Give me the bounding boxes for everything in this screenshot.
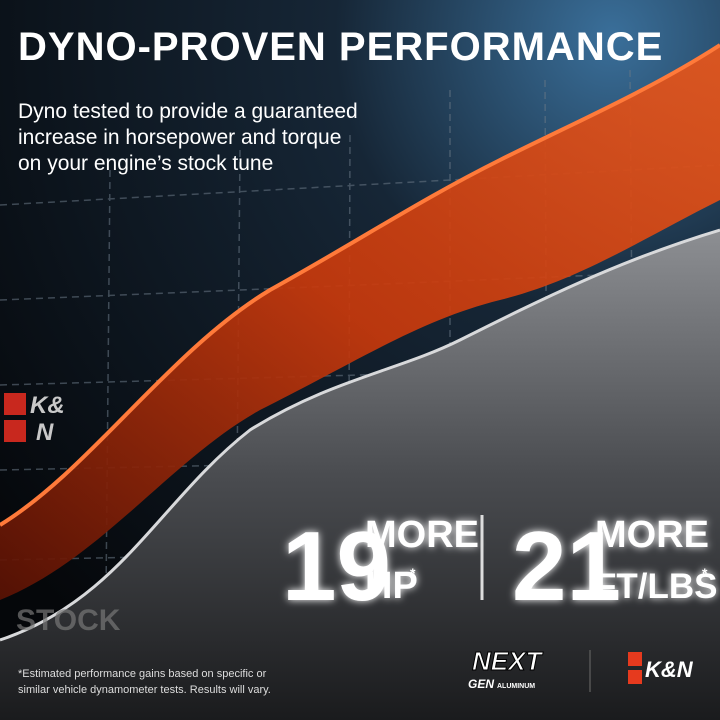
subtitle: Dyno tested to provide a guaranteed <box>18 100 358 123</box>
logo-text: N <box>36 419 54 446</box>
logo-text: K& <box>30 392 65 419</box>
stats: 19 MORE HP * 21 MORE FT/LBS * <box>282 511 717 621</box>
brand-logo: K&N <box>628 652 694 684</box>
stat-value: 21 <box>512 511 621 621</box>
logo-text: GEN <box>468 677 494 691</box>
title: DYNO-PROVEN PERFORMANCE <box>18 25 663 69</box>
stat-value: 19 <box>282 511 391 621</box>
stat-unit: HP <box>365 565 418 607</box>
side-logo: K& N <box>4 392 65 446</box>
stat-qualifier: MORE <box>365 514 479 556</box>
stock-area <box>0 230 720 720</box>
kn-curve <box>0 43 720 527</box>
logo-text: NEXT <box>472 646 543 676</box>
footnote: *Estimated performance gains based on sp… <box>18 668 267 680</box>
logo-text: K&N <box>645 657 694 682</box>
stat-qualifier: MORE <box>595 514 709 556</box>
stock-curve <box>0 228 720 642</box>
stat-note: * <box>702 565 708 581</box>
stat-unit: FT/LBS <box>595 567 717 606</box>
next-gen-logo: NEXT GEN ALUMINUM <box>468 646 544 692</box>
stock-label: STOCK <box>16 604 121 637</box>
subtitle: on your engine’s stock tune <box>18 152 273 175</box>
footnote: similar vehicle dynamometer tests. Resul… <box>18 684 271 696</box>
logo-text: ALUMINUM <box>497 683 535 690</box>
stat-note: * <box>410 565 416 581</box>
kn-band <box>0 45 720 600</box>
subtitle: increase in horsepower and torque <box>18 126 341 149</box>
